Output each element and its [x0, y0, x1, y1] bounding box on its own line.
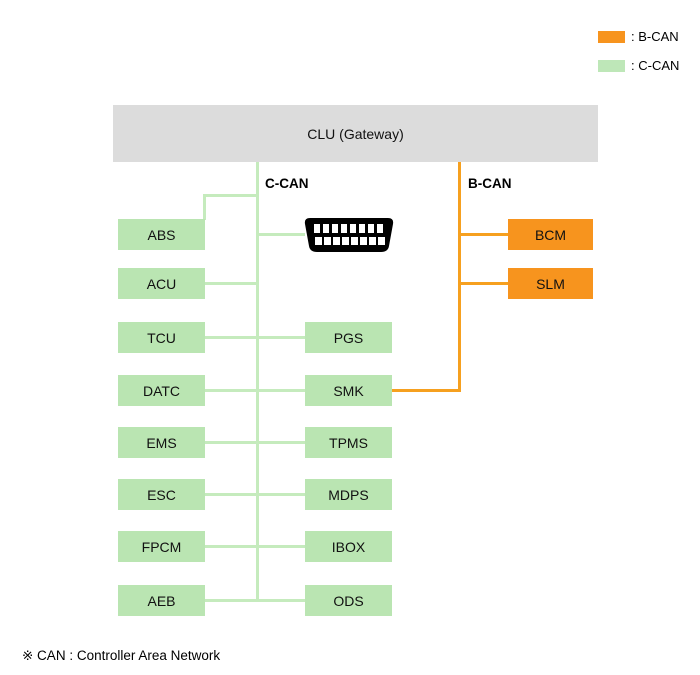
ems-tpms-row-line: [205, 441, 305, 444]
node-tcu-label: TCU: [147, 329, 176, 346]
node-bcm: BCM: [508, 219, 593, 250]
gateway-label: CLU (Gateway): [307, 125, 404, 142]
legend-item-b-can: : B-CAN: [598, 29, 679, 44]
abs-branch-vertical-line: [203, 194, 206, 220]
datc-smk-row-line: [205, 389, 305, 392]
node-acu: ACU: [118, 268, 205, 299]
node-pgs-label: PGS: [333, 329, 364, 346]
node-tpms: TPMS: [305, 427, 392, 458]
node-acu-label: ACU: [146, 275, 177, 292]
obd-ii-connector-icon: [303, 217, 395, 253]
c-can-color-swatch: [598, 59, 625, 72]
slm-branch-line: [461, 282, 508, 285]
bcm-branch-line: [461, 233, 508, 236]
can-footnote: ※ CAN : Controller Area Network: [22, 648, 221, 663]
aeb-ods-row-line: [205, 599, 305, 602]
node-esc: ESC: [118, 479, 205, 510]
b-can-trunk-line: [458, 162, 461, 392]
c-can-trunk-line: [256, 162, 259, 602]
node-bcm-label: BCM: [534, 226, 567, 243]
node-ems-label: EMS: [146, 434, 177, 451]
node-esc-label: ESC: [147, 486, 176, 503]
legend-label-c-can: : C-CAN: [631, 58, 680, 73]
node-ibox-label: IBOX: [331, 538, 366, 555]
b-can-bus-label: B-CAN: [468, 176, 512, 191]
fpcm-ibox-row-line: [205, 545, 305, 548]
legend-item-c-can: : C-CAN: [598, 58, 679, 73]
node-ods: ODS: [305, 585, 392, 616]
legend-label-b-can: : B-CAN: [631, 29, 679, 44]
node-abs-label: ABS: [147, 226, 176, 243]
esc-mdps-row-line: [205, 493, 305, 496]
c-can-bus-label: C-CAN: [265, 176, 309, 191]
node-tcu: TCU: [118, 322, 205, 353]
node-mdps-label: MDPS: [328, 486, 369, 503]
node-smk: SMK: [305, 375, 392, 406]
node-ods-label: ODS: [333, 592, 364, 609]
node-aeb-label: AEB: [147, 592, 176, 609]
node-datc-label: DATC: [142, 382, 181, 399]
node-fpcm-label: FPCM: [141, 538, 182, 555]
node-slm-label: SLM: [536, 275, 565, 292]
node-fpcm: FPCM: [118, 531, 205, 562]
node-abs: ABS: [118, 219, 205, 250]
b-can-color-swatch: [598, 30, 625, 43]
node-datc: DATC: [118, 375, 205, 406]
gateway-box: CLU (Gateway): [113, 105, 598, 162]
obd-branch-line: [256, 233, 305, 236]
node-tpms-label: TPMS: [329, 434, 368, 451]
node-pgs: PGS: [305, 322, 392, 353]
smk-b-can-link-line: [392, 389, 461, 392]
tcu-pgs-row-line: [205, 336, 305, 339]
node-slm: SLM: [508, 268, 593, 299]
node-ems: EMS: [118, 427, 205, 458]
node-ibox: IBOX: [305, 531, 392, 562]
node-smk-label: SMK: [333, 382, 364, 399]
acu-branch-line: [205, 282, 259, 285]
abs-branch-horizontal-line: [203, 194, 259, 197]
node-aeb: AEB: [118, 585, 205, 616]
node-mdps: MDPS: [305, 479, 392, 510]
